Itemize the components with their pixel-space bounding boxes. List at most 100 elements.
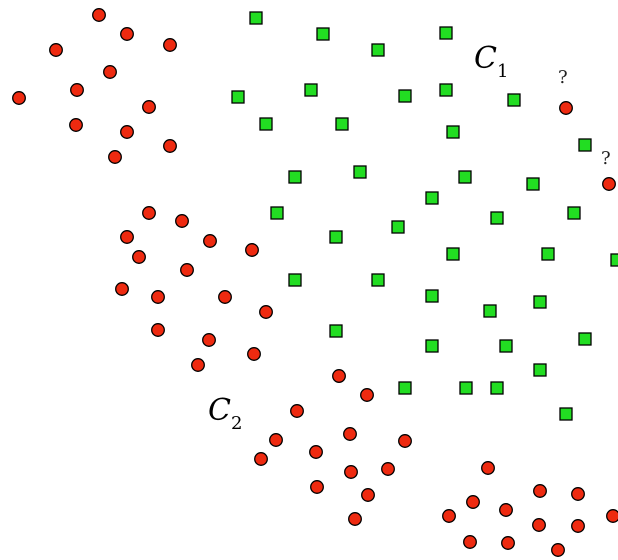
red-circle-point	[481, 461, 495, 475]
red-circle-point	[551, 543, 565, 557]
green-square-point	[490, 381, 504, 395]
green-square-point	[490, 211, 504, 225]
green-square-point	[533, 295, 547, 309]
green-square-point	[483, 304, 497, 318]
green-square-point	[371, 43, 385, 57]
green-square-point	[439, 26, 453, 40]
green-square-point	[526, 177, 540, 191]
red-circle-point	[175, 214, 189, 228]
red-circle-point	[360, 388, 374, 402]
red-circle-point	[49, 43, 63, 57]
red-circle-point	[602, 177, 616, 191]
green-square-point	[398, 89, 412, 103]
green-square-point	[249, 11, 263, 25]
red-circle-point	[442, 509, 456, 523]
red-circle-point	[259, 305, 273, 319]
green-square-point	[458, 170, 472, 184]
red-circle-point	[120, 230, 134, 244]
green-square-point	[398, 381, 412, 395]
red-circle-point	[309, 445, 323, 459]
green-square-point	[335, 117, 349, 131]
question-mark-2: ?	[601, 148, 611, 169]
green-square-point	[425, 289, 439, 303]
red-circle-point	[269, 433, 283, 447]
red-circle-point	[254, 452, 268, 466]
red-circle-point	[343, 427, 357, 441]
question-mark-1: ?	[558, 67, 568, 88]
red-circle-point	[463, 535, 477, 549]
red-circle-point	[202, 333, 216, 347]
red-circle-point	[108, 150, 122, 164]
red-circle-point	[151, 323, 165, 337]
red-circle-point	[559, 101, 573, 115]
green-square-point	[353, 165, 367, 179]
red-circle-point	[92, 8, 106, 22]
red-circle-point	[381, 462, 395, 476]
green-square-point	[425, 191, 439, 205]
cluster-1-points	[231, 11, 618, 421]
green-square-point	[578, 332, 592, 346]
green-square-point	[259, 117, 273, 131]
green-square-point	[567, 206, 581, 220]
red-circle-point	[571, 487, 585, 501]
green-square-point	[329, 324, 343, 338]
green-square-point	[371, 273, 385, 287]
green-square-point	[446, 125, 460, 139]
green-square-point	[316, 27, 330, 41]
green-square-point	[329, 230, 343, 244]
red-circle-point	[103, 65, 117, 79]
green-square-point	[459, 381, 473, 395]
green-square-point	[499, 339, 513, 353]
green-square-point	[610, 253, 618, 267]
green-square-point	[541, 247, 555, 261]
red-circle-point	[501, 536, 515, 550]
green-square-point	[425, 339, 439, 353]
green-square-point	[446, 247, 460, 261]
red-circle-point	[180, 263, 194, 277]
red-circle-point	[163, 38, 177, 52]
red-circle-point	[203, 234, 217, 248]
red-circle-point	[344, 465, 358, 479]
green-square-point	[391, 220, 405, 234]
cluster-2-label: C	[208, 393, 231, 428]
red-circle-point	[571, 519, 585, 533]
red-circle-point	[533, 484, 547, 498]
green-square-point	[304, 83, 318, 97]
cluster-1-subscript: 1	[497, 61, 508, 82]
red-circle-point	[191, 358, 205, 372]
red-circle-point	[115, 282, 129, 296]
green-square-point	[288, 273, 302, 287]
red-circle-point	[361, 488, 375, 502]
green-square-point	[559, 407, 573, 421]
red-circle-point	[132, 250, 146, 264]
red-circle-point	[532, 518, 546, 532]
red-circle-point	[69, 118, 83, 132]
red-circle-point	[120, 125, 134, 139]
red-circle-point	[142, 206, 156, 220]
red-circle-point	[606, 509, 618, 523]
red-circle-point	[398, 434, 412, 448]
red-circle-point	[247, 347, 261, 361]
red-circle-point	[499, 503, 513, 517]
green-square-point	[533, 363, 547, 377]
green-square-point	[578, 138, 592, 152]
red-circle-point	[70, 83, 84, 97]
red-circle-point	[163, 139, 177, 153]
red-circle-point	[310, 480, 324, 494]
cluster-2-subscript: 2	[231, 413, 242, 434]
green-square-point	[270, 206, 284, 220]
cluster-2-points	[12, 8, 618, 557]
red-circle-point	[245, 243, 259, 257]
green-square-point	[507, 93, 521, 107]
green-square-point	[288, 170, 302, 184]
red-circle-point	[120, 27, 134, 41]
green-square-point	[439, 83, 453, 97]
red-circle-point	[466, 495, 480, 509]
red-circle-point	[12, 91, 26, 105]
green-square-point	[231, 90, 245, 104]
red-circle-point	[332, 369, 346, 383]
red-circle-point	[218, 290, 232, 304]
red-circle-point	[142, 100, 156, 114]
red-circle-point	[348, 512, 362, 526]
